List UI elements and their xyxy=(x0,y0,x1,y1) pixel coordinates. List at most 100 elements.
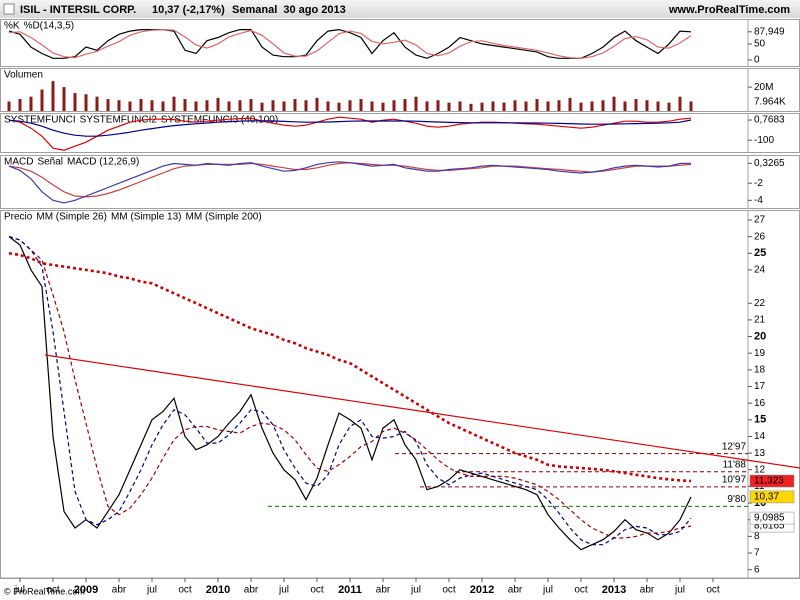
last-price: 10,37 (-2,17%) xyxy=(152,4,225,16)
series-line xyxy=(8,236,692,539)
volume-bar xyxy=(601,100,605,111)
last-value-box xyxy=(749,474,795,488)
volume-bar xyxy=(106,99,110,111)
x-tick-label: oct xyxy=(442,585,456,596)
volume-bar xyxy=(172,96,176,111)
volume-bar xyxy=(62,87,66,111)
instrument-title: ISIL - INTERSIL CORP. xyxy=(20,4,136,16)
y-tick-label: 6 xyxy=(754,564,760,575)
y-tick-label: -2 xyxy=(754,178,763,189)
current-label: 7.964K xyxy=(754,97,786,108)
volume-bar xyxy=(161,101,165,111)
volume-bar xyxy=(117,100,121,111)
y-tick-label: 0,7683 xyxy=(754,115,785,126)
x-tick-label: jul xyxy=(14,585,25,596)
y-tick-label: 0 xyxy=(754,55,760,66)
volume-bar xyxy=(326,101,330,111)
volume-bar xyxy=(18,99,22,111)
volume-bar xyxy=(579,102,583,111)
x-tick-label: oct xyxy=(706,585,720,596)
last-value-label: 10,37 xyxy=(754,492,779,503)
volume-bar xyxy=(304,100,308,111)
level-label: 12'97 xyxy=(722,441,747,452)
x-tick-label: abr xyxy=(112,585,127,596)
series-line xyxy=(8,252,692,483)
volume-bar xyxy=(403,99,407,111)
x-tick-label: oct xyxy=(46,585,60,596)
legend-entry: MACD (12,26,9) xyxy=(67,157,139,168)
volume-bar xyxy=(414,96,418,111)
volume-bar xyxy=(645,100,649,111)
volume-bar xyxy=(348,100,352,111)
level-label: 11'88 xyxy=(723,459,747,470)
x-tick-label: oct xyxy=(178,585,192,596)
series-line xyxy=(8,28,692,59)
y-tick-label: 14 xyxy=(754,431,766,442)
volume-bar xyxy=(337,102,341,111)
x-tick-label: abr xyxy=(244,585,259,596)
volume-bar xyxy=(271,100,275,111)
volume-bar xyxy=(40,89,44,111)
volume-bar xyxy=(282,101,286,111)
volume-bar xyxy=(513,100,517,111)
x-tick-label: abr xyxy=(376,585,391,596)
legend-entry: MM (Simple 13) xyxy=(111,212,182,223)
panel-title: SYSTEMFUNCI xyxy=(4,115,76,126)
series-line xyxy=(8,161,692,204)
level-label: 10'97 xyxy=(722,475,747,486)
panel-title: Volumen xyxy=(4,70,43,81)
volume-bar xyxy=(656,101,660,111)
x-tick-label: abr xyxy=(508,585,523,596)
window-icon xyxy=(3,3,15,15)
y-tick-label: 0,3265 xyxy=(754,158,785,169)
y-tick-label: 12 xyxy=(754,464,766,475)
y-tick-label: 27 xyxy=(754,215,766,226)
volume-bar xyxy=(689,101,693,111)
volume-bar xyxy=(183,99,187,111)
volume-bar xyxy=(359,99,363,111)
x-tick-label: oct xyxy=(574,585,588,596)
legend-entry: MM (Simple 200) xyxy=(186,212,262,223)
plots: 87,949 50 0 %K %D(14,3,5) 20M Volumen 7.964K 0,7… xyxy=(0,19,800,596)
volume-bar xyxy=(29,96,33,111)
volume-bar xyxy=(535,99,539,111)
y-tick-label: 16 xyxy=(754,398,766,409)
volume-bar xyxy=(51,81,55,111)
volume-bar xyxy=(293,99,297,111)
legend-entry: Precio xyxy=(4,212,33,223)
volume-bar xyxy=(623,101,627,111)
volume-bar xyxy=(315,97,319,111)
x-tick-label: 2011 xyxy=(338,584,362,596)
volume-bar xyxy=(238,100,242,111)
y-tick-label: 19 xyxy=(754,348,766,359)
x-tick-label: jul xyxy=(146,585,157,596)
header-bar xyxy=(0,0,800,18)
x-tick-label: jul xyxy=(410,585,421,596)
y-tick-label: -4 xyxy=(754,195,763,206)
y-tick-label: 22 xyxy=(754,298,766,309)
y-tick-label: 24 xyxy=(754,265,766,276)
volume-bar xyxy=(381,102,385,111)
y-tick-label: 20M xyxy=(754,82,773,93)
volume-bar xyxy=(392,100,396,111)
volume-bar xyxy=(249,99,253,111)
y-tick-label: 25 xyxy=(754,247,766,259)
volume-bar xyxy=(95,96,99,111)
footer: © ProRealTime.com xyxy=(4,586,85,596)
volume-bar xyxy=(667,102,671,111)
x-tick-label: 2013 xyxy=(602,584,626,596)
volume-bar xyxy=(73,93,77,111)
panel-title: MACD xyxy=(4,157,33,168)
y-tick-label: 50 xyxy=(754,39,766,50)
legend-entry: %K xyxy=(4,21,20,32)
volume-bar xyxy=(568,97,572,111)
volume-bar xyxy=(458,101,462,111)
x-tick-label: 2009 xyxy=(74,584,98,596)
panel xyxy=(0,210,800,579)
volume-bar xyxy=(502,102,506,111)
y-tick-label: 26 xyxy=(754,231,766,242)
last-value: 9,0985 xyxy=(749,511,795,525)
volume-bar xyxy=(370,101,374,111)
panel xyxy=(0,68,800,112)
